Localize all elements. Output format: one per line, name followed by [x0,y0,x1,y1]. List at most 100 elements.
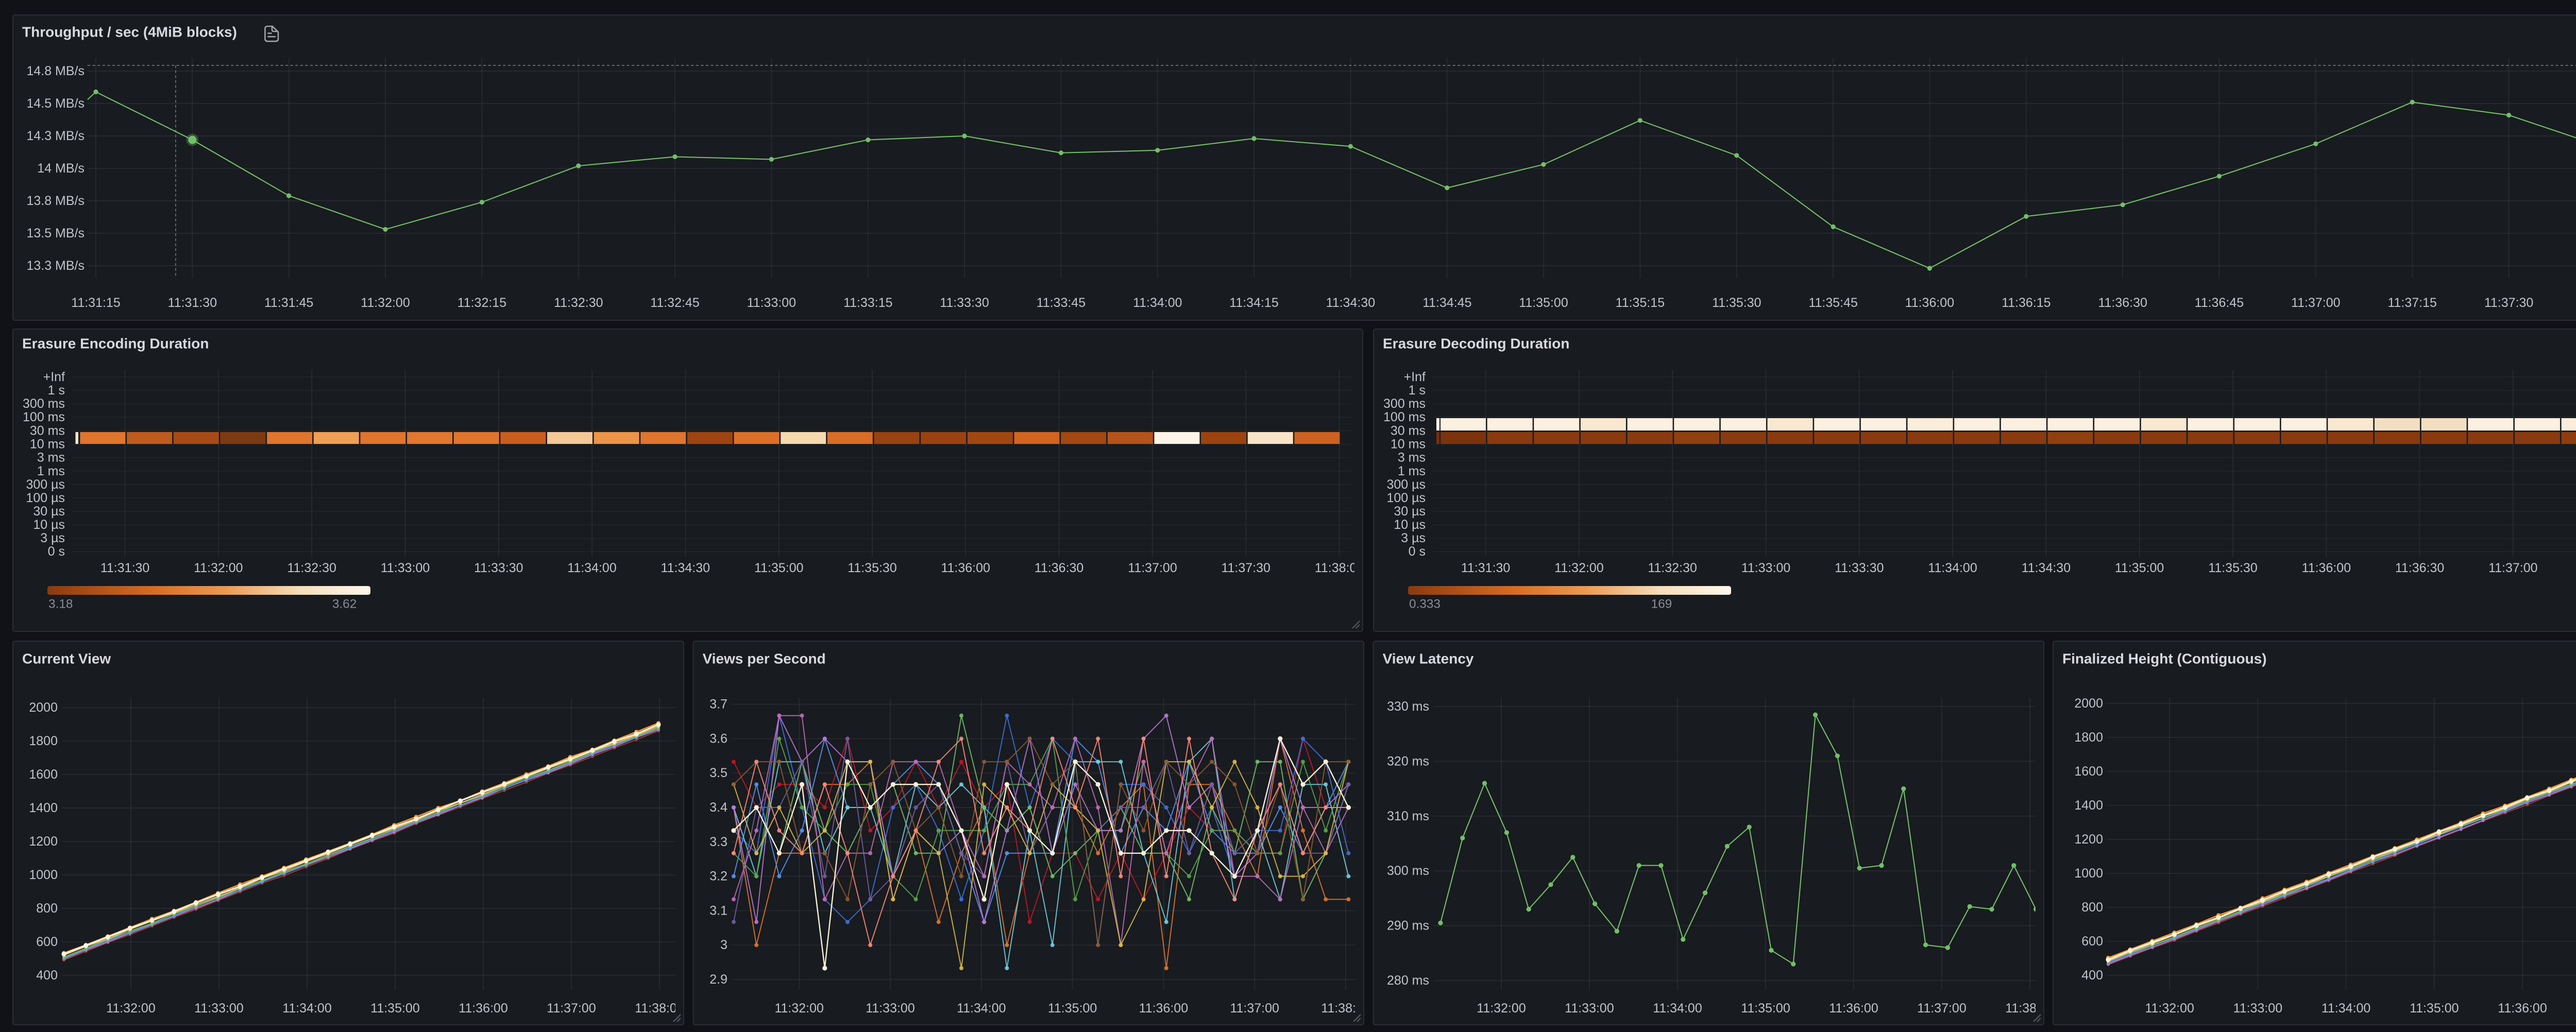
svg-text:300 ms: 300 ms [1387,864,1429,878]
svg-text:13.3 MB/s: 13.3 MB/s [26,259,84,273]
svg-text:300 ms: 300 ms [23,397,65,411]
svg-text:11:36:45: 11:36:45 [2195,296,2244,310]
svg-text:3 µs: 3 µs [40,531,65,545]
svg-text:100 ms: 100 ms [23,410,65,424]
svg-text:330 ms: 330 ms [1387,699,1429,714]
svg-text:11:35:00: 11:35:00 [1048,1001,1097,1016]
svg-text:30 ms: 30 ms [1391,423,1426,438]
svg-text:Views per Second: Views per Second [703,651,826,667]
svg-text:1400: 1400 [29,801,58,815]
svg-text:11:34:00: 11:34:00 [282,1001,331,1016]
svg-text:300 µs: 300 µs [1386,477,1426,492]
svg-text:11:37:00: 11:37:00 [1230,1001,1279,1016]
svg-text:11:34:45: 11:34:45 [1422,296,1471,310]
svg-text:3.3: 3.3 [709,835,727,849]
svg-text:11:32:00: 11:32:00 [1554,561,1603,575]
svg-text:11:37:15: 11:37:15 [2387,296,2436,310]
svg-text:11:34:00: 11:34:00 [1928,561,1977,575]
svg-text:1800: 1800 [29,734,58,748]
svg-text:400: 400 [36,968,58,983]
svg-text:2000: 2000 [29,700,58,715]
svg-text:11:35:00: 11:35:00 [754,561,803,575]
svg-text:Erasure Decoding Duration: Erasure Decoding Duration [1383,336,1570,352]
svg-text:30 µs: 30 µs [1394,504,1426,519]
svg-text:300 ms: 300 ms [1383,397,1426,411]
svg-text:400: 400 [2081,968,2103,983]
svg-text:1 s: 1 s [48,383,65,398]
svg-text:1800: 1800 [2074,730,2103,745]
svg-text:11:38:00: 11:38:00 [1321,1001,1370,1016]
svg-text:11:33:00: 11:33:00 [866,1001,914,1016]
svg-text:11:33:00: 11:33:00 [747,296,796,310]
svg-text:11:36:15: 11:36:15 [2002,296,2050,310]
svg-text:11:32:00: 11:32:00 [2145,1001,2194,1016]
svg-text:100 ms: 100 ms [1383,410,1426,424]
svg-text:11:31:30: 11:31:30 [100,561,149,575]
svg-text:280 ms: 280 ms [1387,973,1429,988]
svg-text:11:32:00: 11:32:00 [194,561,243,575]
svg-text:30 µs: 30 µs [33,504,65,519]
svg-text:3 ms: 3 ms [1398,451,1426,465]
svg-text:Erasure Encoding Duration: Erasure Encoding Duration [22,336,209,352]
svg-text:+Inf: +Inf [43,370,65,384]
svg-text:11:37:30: 11:37:30 [1221,561,1270,575]
svg-text:11:33:15: 11:33:15 [843,296,892,310]
svg-text:3.7: 3.7 [709,697,727,712]
svg-text:Finalized Height (Contiguous): Finalized Height (Contiguous) [2062,651,2267,667]
svg-text:11:34:00: 11:34:00 [1133,296,1182,310]
svg-text:10 µs: 10 µs [1394,518,1426,532]
svg-text:11:35:30: 11:35:30 [848,561,896,575]
svg-text:11:32:00: 11:32:00 [361,296,410,310]
svg-text:1600: 1600 [2074,764,2103,779]
svg-text:11:33:00: 11:33:00 [1741,561,1790,575]
svg-text:11:35:30: 11:35:30 [1712,296,1761,310]
svg-text:1000: 1000 [2074,866,2103,881]
svg-text:11:32:45: 11:32:45 [650,296,699,310]
svg-text:11:31:30: 11:31:30 [168,296,217,310]
svg-text:11:36:00: 11:36:00 [941,561,990,575]
svg-text:11:31:45: 11:31:45 [264,296,313,310]
svg-text:3.62: 3.62 [332,597,357,611]
svg-text:0.333: 0.333 [1409,597,1440,611]
svg-text:10 µs: 10 µs [33,518,65,532]
svg-text:11:35:00: 11:35:00 [2115,561,2164,575]
svg-text:169: 169 [1651,597,1672,611]
svg-text:30 ms: 30 ms [30,423,65,438]
svg-text:11:34:00: 11:34:00 [567,561,616,575]
svg-text:11:34:30: 11:34:30 [2022,561,2071,575]
svg-text:11:38:00: 11:38:00 [635,1001,684,1016]
svg-text:800: 800 [2081,900,2103,915]
svg-text:11:36:30: 11:36:30 [2395,561,2444,575]
svg-text:11:37:00: 11:37:00 [2291,296,2340,310]
svg-text:11:36:00: 11:36:00 [2498,1001,2547,1016]
svg-text:3 µs: 3 µs [1401,531,1426,545]
svg-text:3.18: 3.18 [48,597,73,611]
svg-text:11:32:00: 11:32:00 [1477,1001,1526,1016]
svg-text:290 ms: 290 ms [1387,919,1429,933]
svg-text:3 ms: 3 ms [37,451,65,465]
svg-text:2000: 2000 [2074,696,2103,711]
svg-text:13.8 MB/s: 13.8 MB/s [26,194,84,208]
svg-text:1 ms: 1 ms [37,464,65,478]
svg-text:11:32:00: 11:32:00 [106,1001,155,1016]
svg-text:3.4: 3.4 [709,800,727,815]
svg-text:11:33:00: 11:33:00 [194,1001,243,1016]
svg-text:1400: 1400 [2074,798,2103,813]
svg-text:11:35:00: 11:35:00 [370,1001,419,1016]
svg-text:11:32:30: 11:32:30 [554,296,603,310]
svg-text:11:37:30: 11:37:30 [2484,296,2533,310]
svg-text:11:37:00: 11:37:00 [1128,561,1177,575]
svg-text:Throughput / sec (4MiB blocks): Throughput / sec (4MiB blocks) [22,24,237,40]
svg-text:11:32:30: 11:32:30 [287,561,336,575]
svg-text:1200: 1200 [29,834,58,849]
svg-text:310 ms: 310 ms [1387,809,1429,823]
svg-text:11:32:30: 11:32:30 [1648,561,1697,575]
svg-text:11:37:00: 11:37:00 [1917,1001,1966,1016]
svg-text:11:36:30: 11:36:30 [2098,296,2147,310]
svg-text:14.8 MB/s: 14.8 MB/s [26,64,84,78]
svg-text:11:32:15: 11:32:15 [457,296,506,310]
svg-text:11:36:00: 11:36:00 [2302,561,2351,575]
svg-text:11:33:30: 11:33:30 [940,296,989,310]
svg-text:11:33:30: 11:33:30 [1835,561,1884,575]
svg-text:3.2: 3.2 [709,869,727,884]
